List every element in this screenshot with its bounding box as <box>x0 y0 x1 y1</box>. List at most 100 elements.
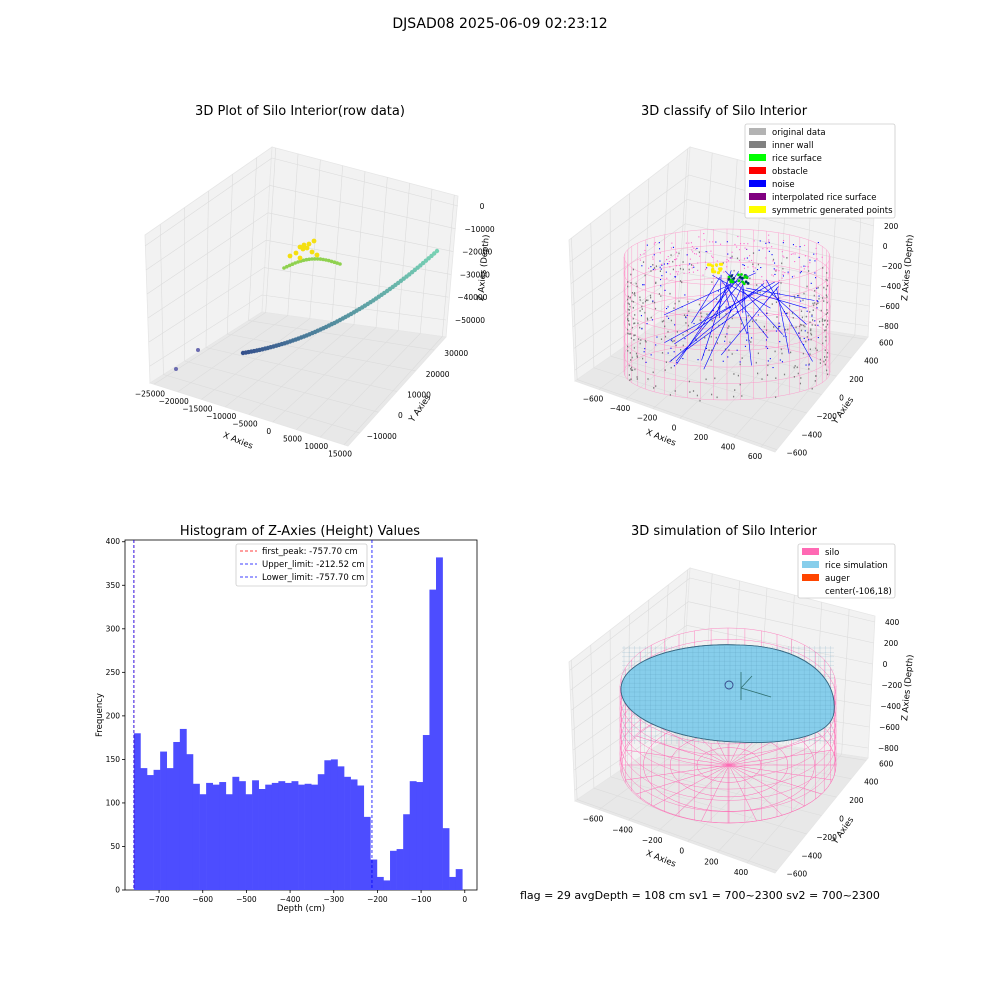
panel2-inner-wall-point <box>633 293 635 295</box>
panel2-legend-label: rice surface <box>772 154 822 164</box>
panel2-noise-point <box>803 265 805 267</box>
panel2-inner-wall-point <box>812 319 814 321</box>
panel3-bar <box>186 754 194 890</box>
panel1-x-tick-7: 10000 <box>304 442 328 451</box>
panel2-noise-point <box>766 312 768 314</box>
panel1-point <box>314 252 320 258</box>
panel2-noise-point <box>785 336 787 338</box>
panel2-inner-wall-point <box>824 349 826 351</box>
panel2-surface-point <box>815 253 817 255</box>
panel1-y-grid-1 <box>184 360 379 413</box>
panel2-legend: original data inner wall rice surface obsta… <box>744 123 896 219</box>
panel1-point <box>327 258 331 263</box>
panel2-inner-wall-point <box>728 349 730 351</box>
panel2-inner-wall-point <box>809 348 811 351</box>
panel2-surface-point <box>731 257 733 259</box>
panel2-inner-wall-point <box>701 315 703 318</box>
panel2-inner-wall-point <box>825 278 827 281</box>
panel2-inner-wall-point <box>724 335 726 338</box>
panel2-inner-wall-point <box>658 293 660 295</box>
panel2-noise-point <box>782 242 784 244</box>
panel2-inner-wall-point <box>654 307 657 310</box>
panel4-x-tick-5: 400 <box>734 868 749 877</box>
panel2-surface-point <box>734 243 736 245</box>
panel2-inner-wall-point <box>715 336 717 339</box>
panel1-point <box>313 257 317 261</box>
panel2-silo-ring <box>623 245 831 302</box>
panel4-zlabel: Z Axies (Depth) <box>900 654 916 721</box>
panel2-inner-wall-point <box>711 281 713 283</box>
panel4-legend-label: auger <box>825 574 850 584</box>
panel2-inner-wall-point <box>797 372 799 375</box>
panel2-inner-wall-point <box>627 285 629 288</box>
panel4-x-grid2-5 <box>841 609 850 755</box>
panel2-noise-point <box>676 361 678 363</box>
panel2-inner-wall-point <box>696 394 698 397</box>
panel2-surface-point <box>795 246 797 248</box>
panel2-inner-wall-point <box>634 368 636 371</box>
panel3-legend-box <box>235 543 368 587</box>
panel3-title: Histogram of Z-Axies (Height) Values <box>179 524 421 539</box>
panel2-symmetric-point <box>711 267 715 271</box>
panel2-inner-wall-point <box>636 355 638 357</box>
panel2-inner-wall-point <box>808 270 810 272</box>
panel3-ytick-label: 300 <box>106 624 121 633</box>
panel2-inner-wall-point <box>636 376 638 378</box>
panel2-noise-point <box>659 260 661 262</box>
panel2-inner-wall-point <box>681 281 683 284</box>
panel3-legend-label: Lower_limit: -757.70 cm <box>262 573 364 583</box>
panel2-y-grid2-0 <box>571 238 578 380</box>
panel2-noise-line <box>719 274 722 319</box>
panel2-surface-point <box>782 273 784 275</box>
panel2-noise-point <box>722 323 724 325</box>
panel2-surface-point <box>710 250 712 252</box>
panel2-inner-wall-point <box>660 295 662 297</box>
panel2-inner-wall-point <box>647 319 649 321</box>
panel4-legend-swatch <box>802 574 819 581</box>
panel3-bar <box>442 828 450 890</box>
panel2-inner-wall-point <box>628 374 630 376</box>
panel2-surface-point <box>695 248 697 250</box>
panel2-noise-point <box>778 326 780 328</box>
panel2-inner-wall-point <box>759 291 761 294</box>
panel2-inner-wall-point <box>631 326 633 329</box>
panel2-surface-point <box>783 240 785 242</box>
panel2-noise-point <box>751 337 753 339</box>
panel4-legend-label: center(-106,18) <box>825 587 892 597</box>
panel2-noise-point <box>653 254 655 256</box>
panel2-inner-wall-point <box>792 317 794 319</box>
panel2-inner-wall-point <box>786 312 788 315</box>
panel1-point <box>329 259 334 264</box>
panel1-point <box>287 263 292 268</box>
panel2-inner-wall-point <box>825 313 827 315</box>
panel2-surface-point <box>771 246 773 248</box>
panel2-noise-point <box>652 300 654 302</box>
panel1-z-grid2-5 <box>144 157 273 247</box>
panel2-inner-wall-point <box>741 357 743 359</box>
panel2-inner-wall-point <box>772 258 775 261</box>
panel1-point <box>282 266 286 270</box>
panel2-legend-label: obstacle <box>772 167 808 177</box>
panel2-inner-wall-point <box>819 358 821 361</box>
panel2-inner-wall-point <box>722 262 724 264</box>
panel2-inner-wall-point <box>825 326 827 328</box>
panel2-noise-point <box>667 352 669 354</box>
panel2-surface-point <box>751 259 753 261</box>
panel2-surface-point <box>693 247 695 249</box>
panel2-inner-wall-point <box>627 308 629 311</box>
panel2-inner-wall-point <box>704 336 706 339</box>
panel2-inner-wall-point <box>630 282 632 284</box>
panel2-surface-point <box>805 265 807 267</box>
panel2-surface-point <box>675 265 677 267</box>
panel2-inner-wall-point <box>739 383 741 386</box>
panel2-surface-point <box>669 266 671 268</box>
panel2-inner-wall-point <box>640 339 642 341</box>
panel2-noise-point <box>686 314 688 316</box>
panel2-y-grid2-5 <box>660 163 669 322</box>
panel4-y-tick-4: 200 <box>849 796 864 805</box>
panel2-rice-point <box>737 279 741 283</box>
panel2-inner-wall-point <box>631 369 634 371</box>
panel2-inner-wall-point <box>632 268 634 271</box>
panel1-point <box>174 367 178 371</box>
panel2-inner-wall-point <box>649 294 652 297</box>
